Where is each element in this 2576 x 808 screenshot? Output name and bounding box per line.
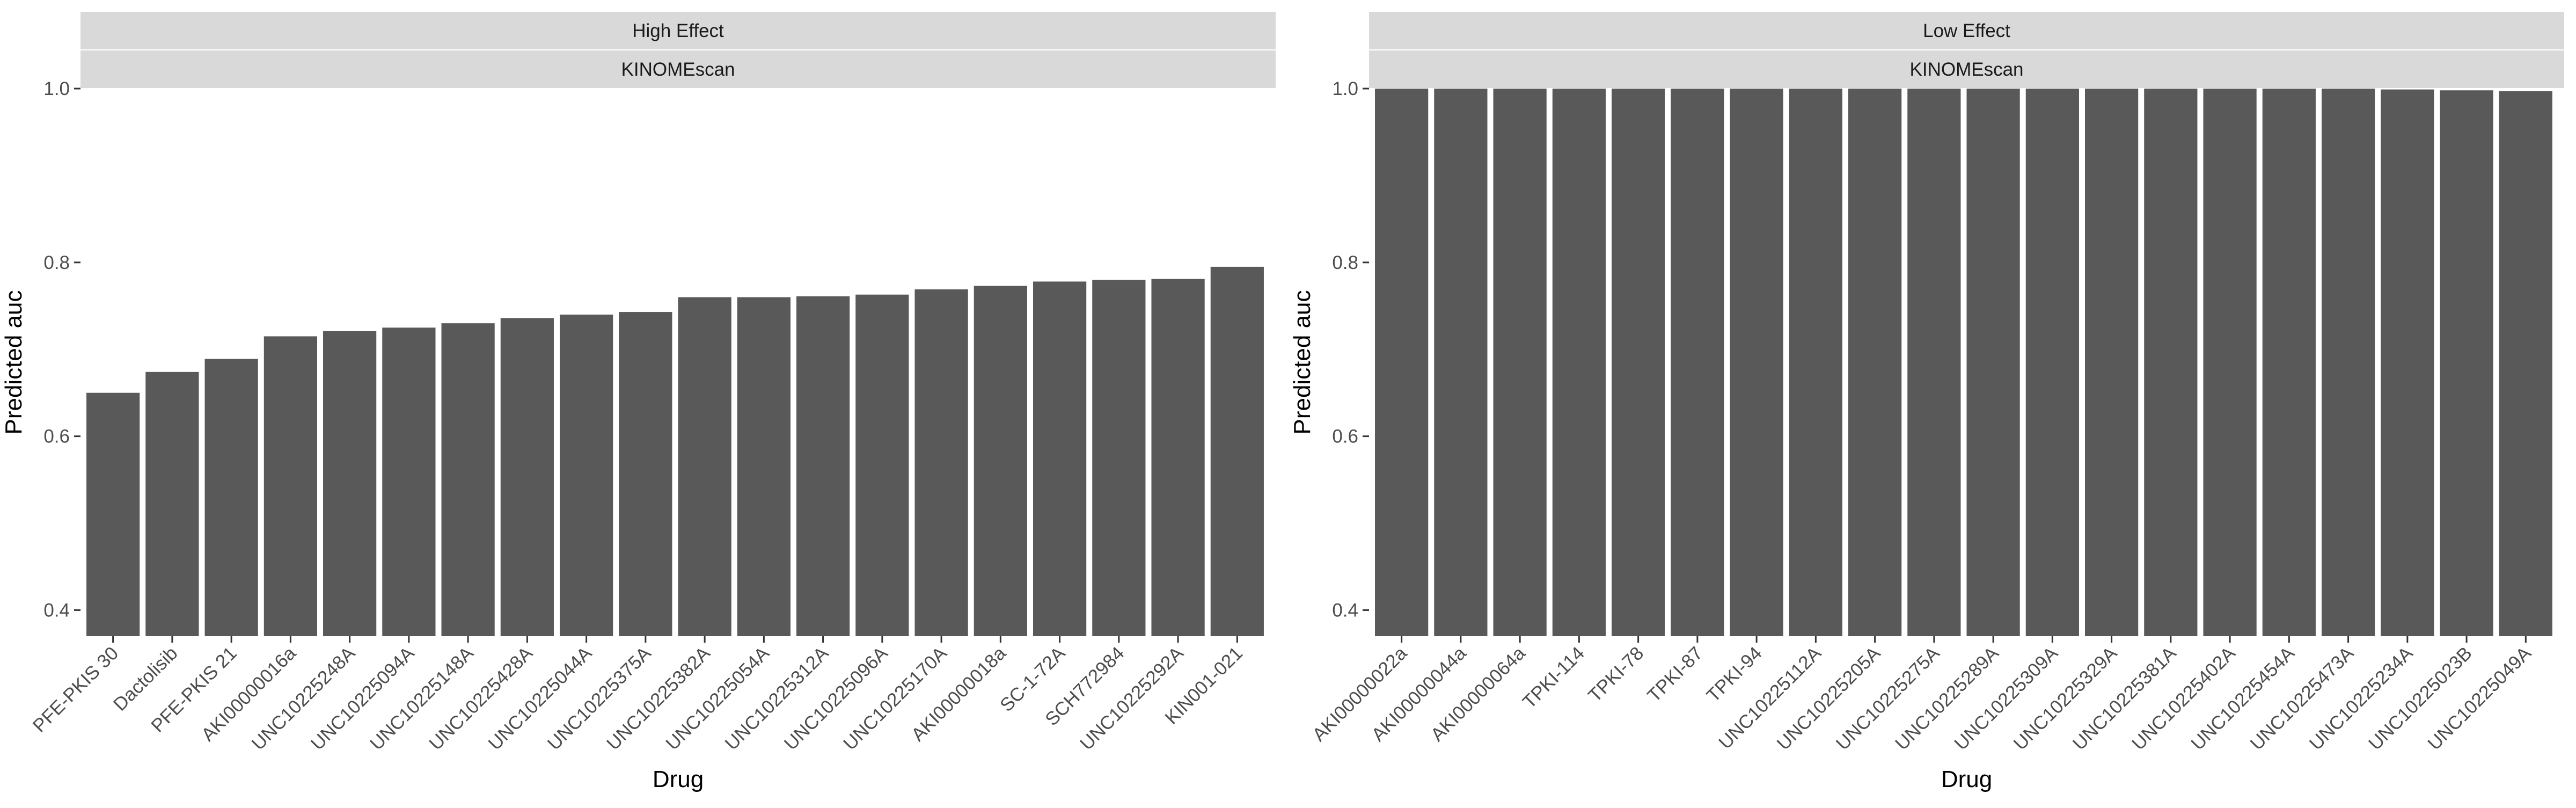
x-axis-title: Drug [1941, 766, 1992, 792]
bar [1966, 89, 2020, 636]
y-tick-label: 0.8 [43, 252, 70, 273]
facet-strip-bg [1369, 12, 2564, 49]
bar [560, 314, 613, 636]
bar [382, 327, 436, 636]
x-tick-label: UNC10225454A [2187, 643, 2299, 754]
x-tick-label: UNC10225234A [2306, 643, 2417, 754]
x-tick-label: UNC10225381A [2069, 643, 2180, 754]
bar [2262, 89, 2316, 636]
facet-strip-bg [1369, 50, 2564, 88]
x-axis-title: Drug [653, 766, 704, 792]
y-tick-label: 0.6 [1332, 426, 1358, 447]
y-axis-title: Predicted auc [1, 290, 27, 434]
bar [2084, 89, 2139, 636]
facet-strip-label: KINOMEscan [1910, 59, 2024, 80]
bar [500, 318, 554, 636]
x-tick-label: UNC10225044A [484, 643, 596, 754]
bar [1210, 266, 1264, 636]
bar [323, 331, 377, 636]
y-tick-label: 0.8 [1332, 252, 1358, 273]
facet-panel-1: High Effect KINOMEscan 0.4 0.6 0.8 1.0 PFE-PKI… [1, 12, 1276, 792]
x-tick-label: UNC10225205A [1773, 643, 1884, 754]
bar [2499, 91, 2552, 636]
bar [2203, 89, 2257, 636]
bar [1907, 89, 1961, 636]
facet-strip-bg [80, 50, 1276, 88]
y-tick-label: 0.4 [43, 600, 70, 621]
x-tick-label: UNC10225054A [662, 643, 773, 754]
bar [145, 372, 199, 636]
x-tick-label: UNC10225148A [366, 643, 478, 754]
y-tick-label: 0.6 [43, 426, 70, 447]
x-tick-label: UNC10225329A [2009, 643, 2121, 754]
x-tick-label: UNC10225289A [1891, 643, 2003, 754]
x-tick-label: UNC10225428A [425, 643, 537, 754]
x-tick-label: TPKI-87 [1643, 643, 1707, 706]
facet-strip-label: Low Effect [1923, 20, 2010, 41]
x-tick-label: UNC10225023B [2365, 643, 2476, 754]
bar [1789, 89, 1842, 636]
y-tick-label: 0.4 [1332, 600, 1358, 621]
bar [441, 323, 495, 636]
bar [619, 312, 672, 636]
bar [1612, 89, 1665, 636]
bar [855, 294, 909, 636]
x-tick-label: UNC10225292A [1076, 643, 1188, 754]
bar [1434, 89, 1488, 636]
bar [1033, 281, 1087, 636]
bar [914, 289, 968, 636]
bar [796, 296, 850, 636]
bar [737, 297, 791, 636]
bar [2381, 89, 2434, 637]
bar [2321, 89, 2375, 636]
bar [1848, 89, 1902, 636]
bar [2144, 89, 2198, 636]
facet-strip-label: High Effect [632, 20, 724, 41]
bar [1730, 89, 1783, 636]
x-tick-label: UNC10225382A [603, 643, 714, 754]
bar [1493, 89, 1547, 636]
bar [678, 297, 731, 636]
x-tick-label: UNC10225170A [839, 643, 951, 754]
x-tick-label: UNC10225275A [1832, 643, 1944, 754]
x-tick-label: UNC10225248A [247, 643, 359, 754]
x-tick-label: UNC10225375A [544, 643, 655, 754]
bar [1552, 89, 1606, 636]
x-tick-label: UNC10225094A [307, 643, 419, 754]
x-tick-label: TPKI-114 [1519, 643, 1589, 712]
x-tick-label: UNC10225112A [1715, 643, 1825, 753]
bar [204, 359, 258, 636]
bar [86, 392, 140, 636]
bar [1671, 89, 1724, 636]
bar [1375, 89, 1429, 636]
x-tick-label: UNC10225312A [721, 643, 832, 754]
x-tick-label: UNC10225049A [2424, 643, 2535, 754]
x-tick-label: UNC10225402A [2128, 643, 2240, 754]
bar [264, 336, 317, 636]
y-tick-label: 1.0 [43, 78, 70, 99]
bar [2025, 89, 2079, 636]
x-tick-label: TPKI-78 [1584, 643, 1648, 706]
bar [2440, 90, 2493, 636]
facet-strip-bg [80, 12, 1276, 49]
bar [1151, 279, 1205, 636]
y-axis-title: Predicted auc [1289, 290, 1315, 434]
facet-panel-2: Low EffectKINOMEscan0.40.60.81.0AKI00000… [1289, 12, 2564, 792]
y-tick-label: 1.0 [1332, 78, 1358, 99]
bar [974, 286, 1027, 636]
bar [1092, 280, 1146, 636]
x-tick-label: UNC10225473A [2246, 643, 2358, 754]
x-tick-label: PFE-PKIS 30 [29, 643, 123, 737]
x-tick-label: UNC10225096A [780, 643, 892, 754]
facet-strip-label: KINOMEscan [621, 59, 735, 80]
x-tick-label: UNC10225309A [1950, 643, 2062, 754]
